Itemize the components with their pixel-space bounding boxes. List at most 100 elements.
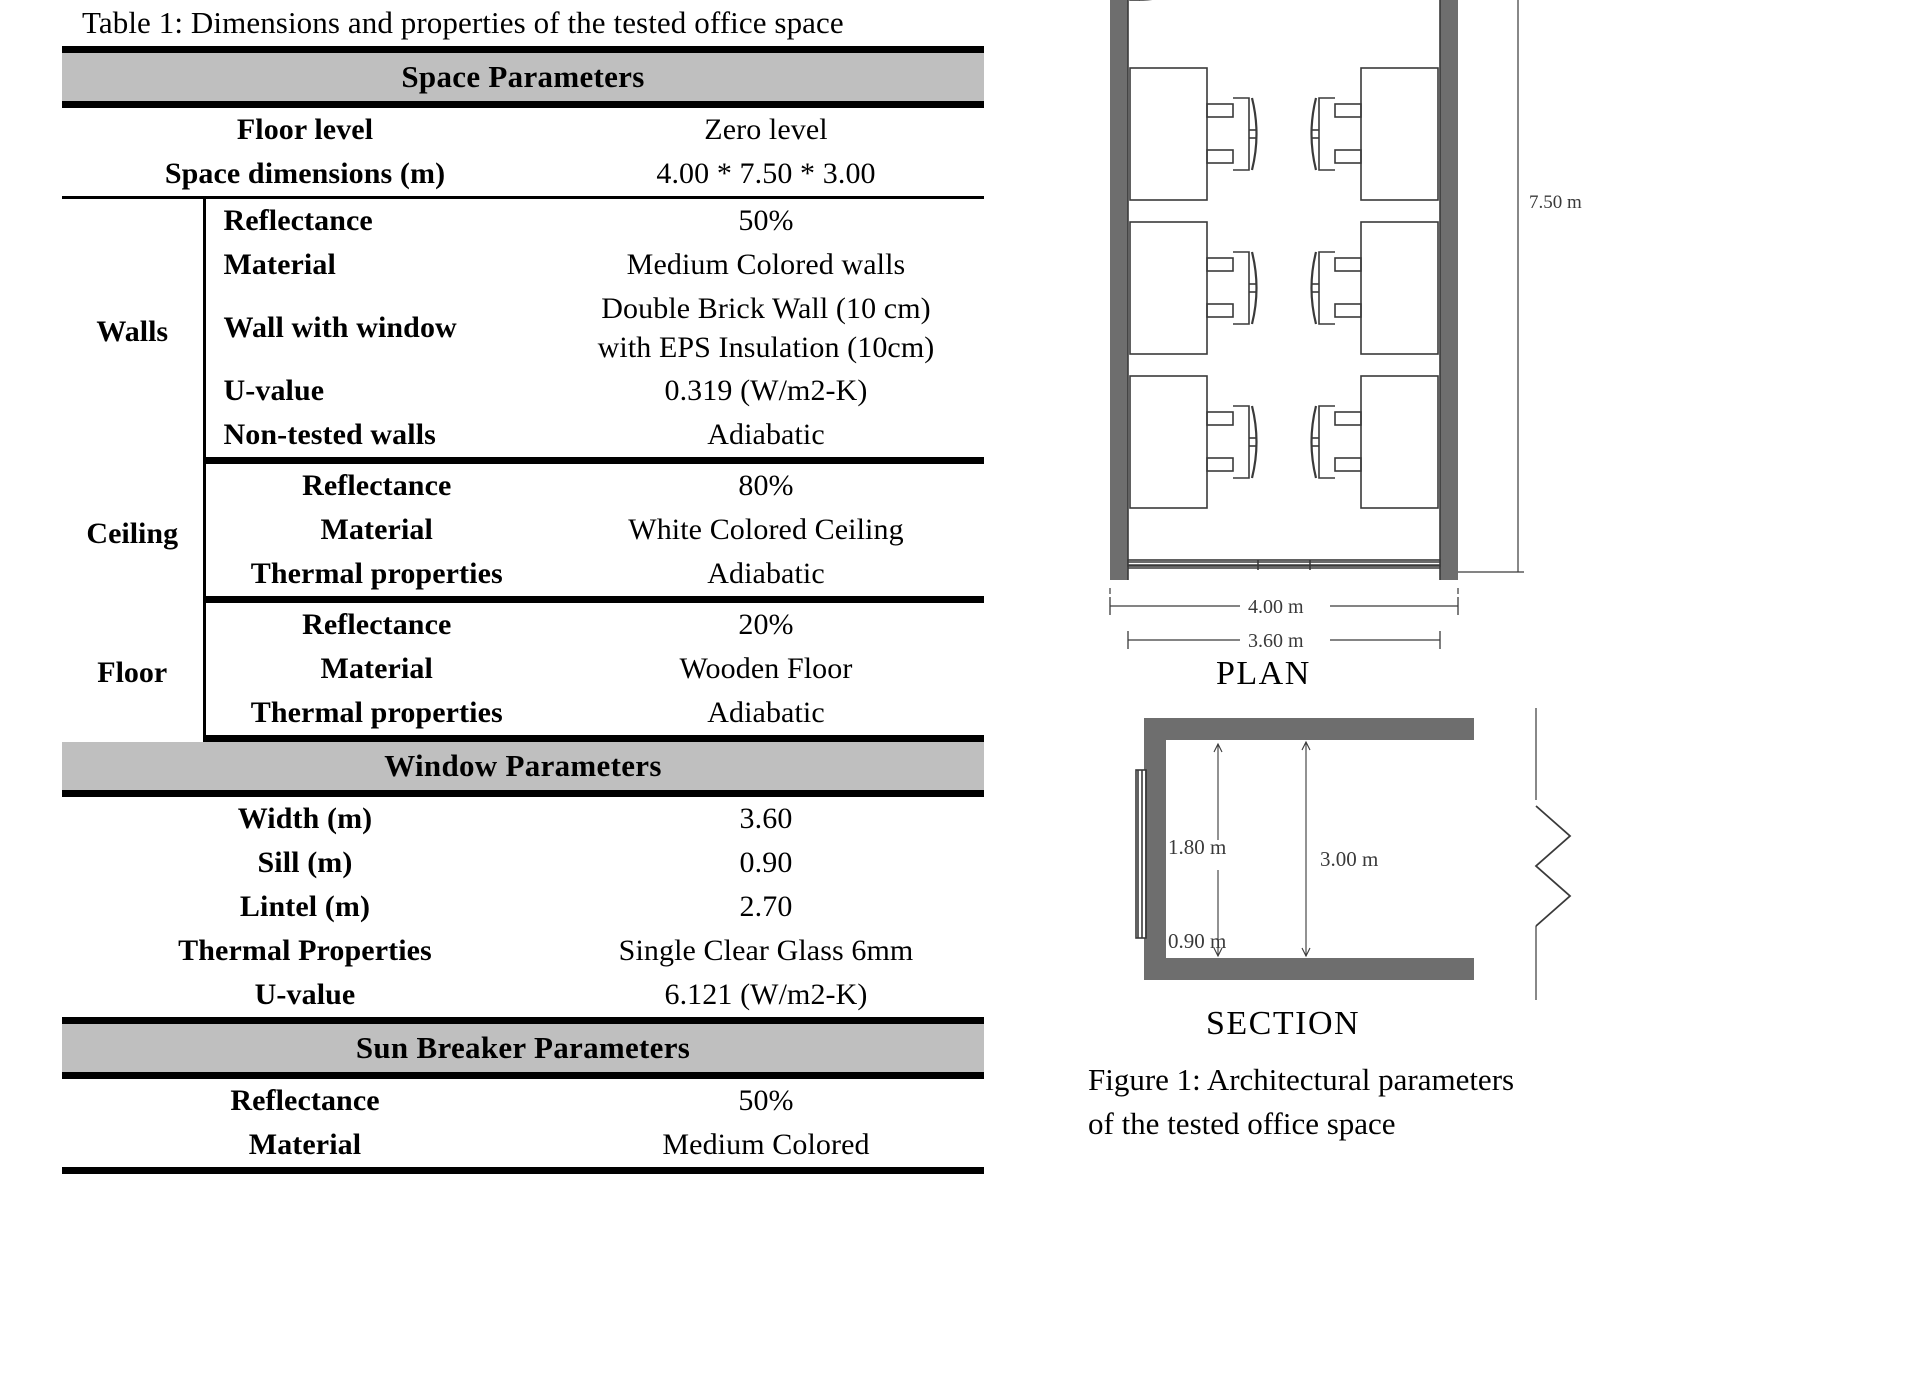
row-value-line-1: Double Brick Wall (10 cm) xyxy=(601,292,931,325)
row-value: 80% xyxy=(738,469,794,502)
plan-dim-height xyxy=(1458,0,1524,573)
rule-under-floor xyxy=(62,735,984,742)
plan-svg: 7.50 m xyxy=(1109,0,1582,594)
row-value: 2.70 xyxy=(739,890,793,923)
row-label: Thermal properties xyxy=(250,557,503,590)
plan-label: PLAN xyxy=(1216,655,1311,692)
section-floor-slab xyxy=(1144,958,1474,980)
row-label: Material xyxy=(248,1128,362,1161)
row-label: Reflectance xyxy=(302,608,452,641)
row-value: 20% xyxy=(738,608,794,641)
row-label: Wall with window xyxy=(223,311,457,344)
table-row: Thermal properties Adiabatic xyxy=(62,691,984,735)
row-value: Adiabatic xyxy=(707,557,825,590)
table-top-rule xyxy=(62,46,984,53)
section-band-label: Space Parameters xyxy=(62,53,984,101)
section-dim-lintel xyxy=(1213,742,1223,840)
table-row: Thermal Properties Single Clear Glass 6m… xyxy=(62,929,984,973)
plan-workstation xyxy=(1310,221,1439,355)
row-value: 3.60 xyxy=(739,802,793,835)
table-row: Floor Reflectance 20% xyxy=(62,603,984,742)
section-label: SECTION xyxy=(1206,1005,1361,1042)
plan-left-wall xyxy=(1110,0,1128,580)
row-label: Reflectance xyxy=(302,469,452,502)
section-dim-height xyxy=(1301,740,1311,958)
section-band-label: Window Parameters xyxy=(62,742,984,790)
section-band-label: Sun Breaker Parameters xyxy=(62,1024,984,1072)
plan-dim-width-outer xyxy=(1109,588,1459,594)
row-value: 6.121 (W/m2-K) xyxy=(664,978,868,1011)
row-value: Adiabatic xyxy=(707,418,825,451)
row-value: 50% xyxy=(738,1084,794,1117)
row-label: Space dimensions (m) xyxy=(164,157,446,190)
plan-dim-width-outer-label: 4.00 m xyxy=(1248,596,1304,618)
row-label: Material xyxy=(320,513,433,546)
plan-right-wall xyxy=(1440,0,1458,580)
row-value: Medium Colored xyxy=(662,1128,870,1161)
rule-under-space-band xyxy=(62,101,984,108)
row-label: Non-tested walls xyxy=(223,418,436,451)
row-value: Single Clear Glass 6mm xyxy=(618,934,914,967)
row-value: Medium Colored walls xyxy=(626,248,906,281)
plan-dim-width-inner-label: 3.60 m xyxy=(1248,630,1304,652)
section-window xyxy=(1135,769,1147,939)
table-row: Non-tested walls Adiabatic xyxy=(62,413,984,457)
plan-workstation xyxy=(1310,67,1439,201)
table-row: Lintel (m) 2.70 xyxy=(62,885,984,929)
rule-above-sunbreaker xyxy=(62,1017,984,1024)
row-value: Adiabatic xyxy=(707,696,825,729)
row-label: Floor level xyxy=(236,113,374,146)
figure-1-block: 7.50 m 4.00 m 3.60 m PLAN xyxy=(1088,0,1931,1391)
group-label-walls: Walls xyxy=(62,199,206,464)
section-drawing: 1.80 m 3.00 m 0.90 m xyxy=(1106,700,1626,1000)
row-label: Reflectance xyxy=(230,1084,380,1117)
section-band-sun-breaker-parameters: Sun Breaker Parameters xyxy=(62,1024,984,1072)
table-row: Material White Colored Ceiling xyxy=(62,508,984,552)
row-value: 0.90 xyxy=(739,846,793,879)
table-row: Walls Reflectance 50% xyxy=(62,199,984,464)
row-label: Material xyxy=(320,652,433,685)
rule-under-window-band xyxy=(62,790,984,797)
table-row: Thermal properties Adiabatic xyxy=(62,552,984,596)
table-row: Space dimensions (m) 4.00 * 7.50 * 3.00 xyxy=(62,152,984,196)
table-row: Sill (m) 0.90 xyxy=(62,841,984,885)
section-dim-lintel-label: 1.80 m xyxy=(1168,835,1226,859)
plan-workstation-group-right xyxy=(1310,67,1439,509)
figure-caption: Figure 1: Architectural parameters of th… xyxy=(1088,1058,1931,1146)
rule-under-walls xyxy=(62,457,984,464)
row-value-line-2: with EPS Insulation (10cm) xyxy=(597,331,935,364)
plan-workstation xyxy=(1129,375,1258,509)
rule-under-sunbreaker-band xyxy=(62,1072,984,1079)
plan-drawing: 7.50 m 4.00 m 3.60 m xyxy=(1088,0,1588,652)
table-1-block: Table 1: Dimensions and properties of th… xyxy=(62,0,984,1174)
row-value: 4.00 * 7.50 * 3.00 xyxy=(656,157,876,190)
row-label: U-value xyxy=(254,978,356,1011)
section-svg: 1.80 m 3.00 m 0.90 m xyxy=(1135,708,1572,1000)
section-dim-sill-label: 0.90 m xyxy=(1168,929,1226,953)
row-value: Zero level xyxy=(704,113,828,146)
group-label-ceiling: Ceiling xyxy=(62,464,206,603)
table-row: Width (m) 3.60 xyxy=(62,797,984,841)
row-label: U-value xyxy=(223,374,325,407)
plan-workstation xyxy=(1310,375,1439,509)
section-dim-sill xyxy=(1213,870,1223,958)
group-label-floor: Floor xyxy=(62,603,206,742)
section-ceiling-slab xyxy=(1144,718,1474,740)
table-row: Floor level Zero level xyxy=(62,108,984,152)
row-label: Thermal Properties xyxy=(178,934,432,967)
table-caption: Table 1: Dimensions and properties of th… xyxy=(82,5,844,40)
office-space-parameters-table: Space Parameters Floor level Zero level … xyxy=(62,46,984,1174)
table-row: Material Wooden Floor xyxy=(62,647,984,691)
figure-caption-line-1: Figure 1: Architectural parameters xyxy=(1088,1062,1515,1097)
table-bottom-rule xyxy=(62,1167,984,1174)
row-value: 50% xyxy=(738,204,794,237)
rule-under-ceiling xyxy=(62,596,984,603)
table-row: U-value 6.121 (W/m2-K) xyxy=(62,973,984,1017)
figure-caption-line-2: of the tested office space xyxy=(1088,1106,1396,1141)
row-label: Reflectance xyxy=(223,204,373,237)
row-label: Width (m) xyxy=(237,802,373,835)
table-row: Ceiling Reflectance 80% xyxy=(62,464,984,603)
row-value: Double Brick Wall (10 cm) with EPS Insul… xyxy=(548,287,984,369)
table-row: Material Medium Colored xyxy=(62,1123,984,1167)
table-row: U-value 0.319 (W/m2-K) xyxy=(62,369,984,413)
